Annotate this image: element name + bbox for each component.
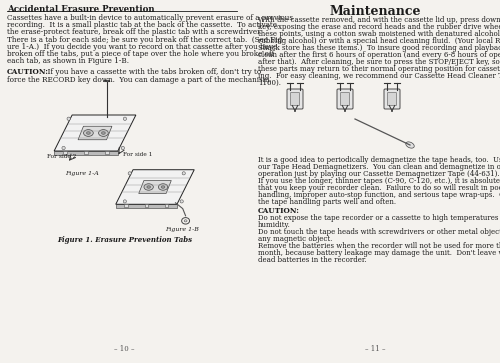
Text: Shack store has these items.)  To insure good recording and playback results,: Shack store has these items.) To insure …: [258, 44, 500, 52]
Circle shape: [121, 146, 124, 150]
Text: Figure 1. Erasure Prevention Tabs: Figure 1. Erasure Prevention Tabs: [57, 236, 192, 244]
Text: clean after the first 6 hours of operation (and every 6-8 hours of operation: clean after the first 6 hours of operati…: [258, 51, 500, 59]
Text: these parts may return to their normal operating position for cassette hold-: these parts may return to their normal o…: [258, 65, 500, 73]
Text: these points, using a cotton swab moistened with denatured alcohol (not: these points, using a cotton swab moiste…: [258, 30, 500, 38]
Text: rubbing alcohol) or with a special head cleaning fluid.  (Your local Radio: rubbing alcohol) or with a special head …: [258, 37, 500, 45]
Circle shape: [124, 117, 126, 121]
Bar: [84, 151, 88, 154]
Ellipse shape: [98, 130, 108, 136]
Text: If you use the longer, thinner tapes (C-90, C-120, etc.), it is absolutely vital: If you use the longer, thinner tapes (C-…: [258, 177, 500, 185]
Text: dead batteries in the recorder.: dead batteries in the recorder.: [258, 256, 367, 264]
Text: Figure 1-B: Figure 1-B: [165, 227, 199, 232]
Circle shape: [128, 172, 132, 175]
Polygon shape: [138, 180, 172, 193]
Text: any magnetic object.: any magnetic object.: [258, 235, 332, 243]
Text: ure 1-A.)  If you decide you want to record on that cassette after you have: ure 1-A.) If you decide you want to reco…: [7, 43, 277, 51]
Text: the erase-protect feature, break off the plastic tab with a screwdriver.: the erase-protect feature, break off the…: [7, 28, 262, 36]
FancyBboxPatch shape: [290, 93, 300, 106]
Text: Maintenance: Maintenance: [330, 5, 421, 18]
Text: operation just by playing our Cassette Demagnetizer Tape (44-631).: operation just by playing our Cassette D…: [258, 170, 500, 178]
Text: humidity.: humidity.: [258, 221, 291, 229]
Text: If you have a cassette with the tabs broken off, don't try to: If you have a cassette with the tabs bro…: [43, 68, 261, 76]
Text: recording.  It is a small plastic tab at the back of the cassette.  To activate: recording. It is a small plastic tab at …: [7, 21, 277, 29]
Polygon shape: [116, 204, 177, 208]
Text: Do not expose the tape recorder or a cassette to high temperatures or high: Do not expose the tape recorder or a cas…: [258, 214, 500, 222]
Text: key, exposing the erase and record heads and the rubber drive wheel.  Clean: key, exposing the erase and record heads…: [258, 23, 500, 31]
Text: For side 2: For side 2: [47, 155, 76, 159]
Text: that you keep your recorder clean.  Failure to do so will result in poor tape: that you keep your recorder clean. Failu…: [258, 184, 500, 192]
Bar: [63, 151, 67, 154]
Text: each tab, as shown in Figure 1-B.: each tab, as shown in Figure 1-B.: [7, 57, 129, 65]
Text: There is a tab for each side; be sure you break off the correct tab.  (See Fig-: There is a tab for each side; be sure yo…: [7, 36, 285, 44]
Text: – 10 –: – 10 –: [114, 345, 135, 353]
Text: For side 1: For side 1: [123, 152, 152, 158]
Text: Remove the batteries when the recorder will not be used for more than a: Remove the batteries when the recorder w…: [258, 242, 500, 250]
Text: Accidental Erasure Prevention: Accidental Erasure Prevention: [7, 5, 154, 14]
Text: force the RECORD key down.  You can damage a part of the mechanism.: force the RECORD key down. You can damag…: [7, 76, 272, 83]
Text: broken off the tabs, put a piece of tape over the hole where you broke off: broken off the tabs, put a piece of tape…: [7, 50, 274, 58]
Bar: [124, 204, 128, 207]
Text: CAUTION:: CAUTION:: [7, 68, 49, 76]
Circle shape: [180, 200, 184, 203]
Text: CAUTION:: CAUTION:: [258, 207, 300, 215]
Text: the tape handling parts well and often.: the tape handling parts well and often.: [258, 198, 396, 206]
FancyBboxPatch shape: [384, 89, 400, 109]
Text: It is a good idea to periodically demagnetize the tape heads, too.  Use one of: It is a good idea to periodically demagn…: [258, 156, 500, 164]
Circle shape: [182, 172, 186, 175]
Text: after that).  After cleaning, be sure to press the STOP/EJECT key, so that: after that). After cleaning, be sure to …: [258, 58, 500, 66]
Text: our Tape Head Demagnetizers.  You can clean and demagnetize in one simple: our Tape Head Demagnetizers. You can cle…: [258, 163, 500, 171]
Polygon shape: [54, 151, 118, 155]
Circle shape: [62, 146, 65, 150]
Polygon shape: [54, 115, 136, 151]
Text: With the cassette removed, and with the cassette lid up, press down the PLAY: With the cassette removed, and with the …: [258, 16, 500, 24]
Polygon shape: [78, 126, 112, 140]
Bar: [105, 151, 109, 154]
Text: Cassettes have a built-in device to automatically prevent erasure of a previous: Cassettes have a built-in device to auto…: [7, 14, 293, 22]
Ellipse shape: [406, 142, 414, 148]
Polygon shape: [116, 170, 194, 204]
Ellipse shape: [102, 132, 105, 134]
Text: Do not touch the tape heads with screwdrivers or other metal objects, or: Do not touch the tape heads with screwdr…: [258, 228, 500, 236]
Circle shape: [123, 200, 126, 203]
Ellipse shape: [84, 130, 94, 136]
FancyBboxPatch shape: [337, 89, 353, 109]
Text: ing.  For easy cleaning, we recommend our Cassette Head Cleaner Tape (44-: ing. For easy cleaning, we recommend our…: [258, 72, 500, 80]
Ellipse shape: [158, 184, 168, 190]
Bar: [144, 204, 148, 207]
Bar: [164, 204, 168, 207]
FancyBboxPatch shape: [388, 93, 396, 106]
Circle shape: [67, 117, 70, 121]
Text: – 11 –: – 11 –: [365, 345, 386, 353]
Ellipse shape: [144, 184, 154, 190]
Ellipse shape: [147, 186, 150, 188]
Ellipse shape: [162, 186, 165, 188]
FancyBboxPatch shape: [287, 89, 303, 109]
FancyBboxPatch shape: [340, 93, 349, 106]
Ellipse shape: [86, 132, 90, 134]
Text: 1160).: 1160).: [258, 79, 281, 87]
Text: handling, improper auto-stop function, and serious tape wrap-ups.  Clean: handling, improper auto-stop function, a…: [258, 191, 500, 199]
Text: month, because battery leakage may damage the unit.  Don't leave weak or: month, because battery leakage may damag…: [258, 249, 500, 257]
Text: Figure 1-A: Figure 1-A: [65, 171, 99, 176]
Ellipse shape: [184, 220, 187, 222]
